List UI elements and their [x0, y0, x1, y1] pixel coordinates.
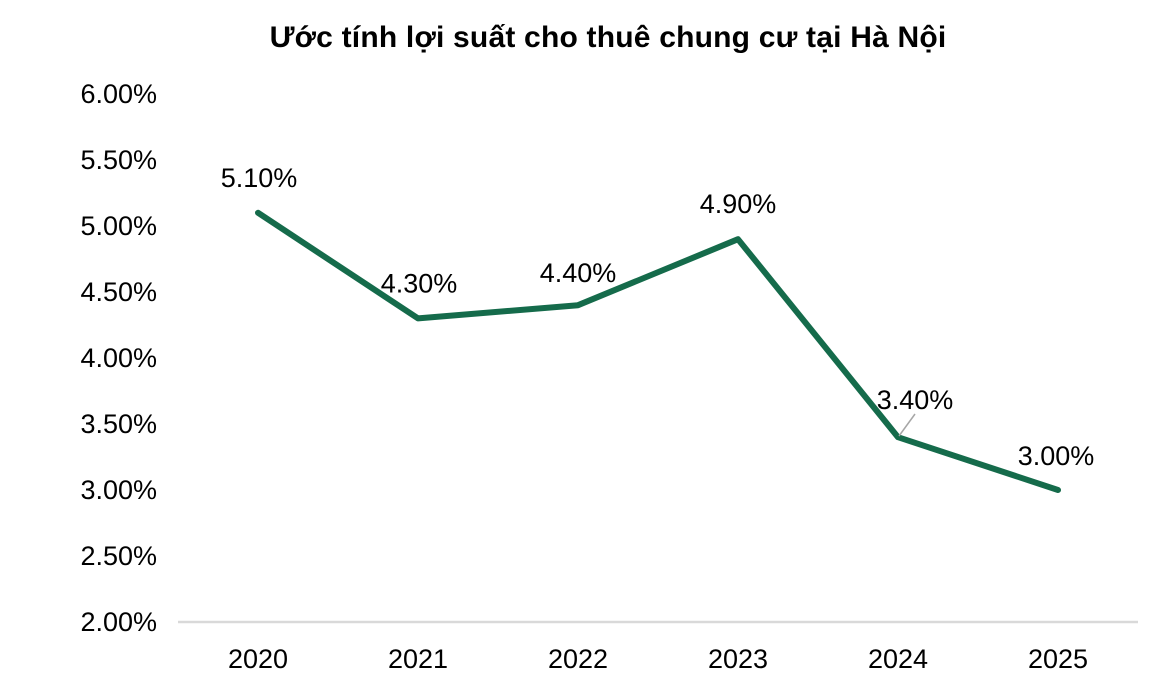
x-axis-tick-label: 2024 — [868, 644, 928, 674]
series-line — [255, 209, 1061, 493]
data-label-leader-line — [898, 413, 916, 437]
y-axis-tick-label: 2.00% — [80, 607, 157, 637]
data-point-label: 3.40% — [877, 385, 954, 415]
y-axis-tick-label: 4.00% — [80, 343, 157, 373]
y-axis-tick-label: 5.50% — [80, 145, 157, 175]
x-axis-tick-label: 2021 — [388, 644, 448, 674]
y-axis-tick-label: 5.00% — [80, 211, 157, 241]
y-axis-tick-label: 6.00% — [80, 79, 157, 109]
data-point-label: 3.00% — [1018, 441, 1095, 471]
y-axis-tick-label: 3.00% — [80, 475, 157, 505]
data-point-label: 4.40% — [540, 258, 617, 288]
x-axis-tick-label: 2023 — [708, 644, 768, 674]
data-labels: 5.10% 4.30% 4.40% 4.90% 3.40% 3.00% — [221, 163, 1095, 471]
data-point-label: 5.10% — [221, 163, 298, 193]
y-axis-tick-label: 3.50% — [80, 409, 157, 439]
x-axis-labels: 2020 2021 2022 2023 2024 2025 — [228, 644, 1088, 674]
data-point-label: 4.30% — [381, 268, 458, 298]
x-axis-tick-label: 2025 — [1028, 644, 1088, 674]
y-axis-tick-label: 2.50% — [80, 541, 157, 571]
x-axis-tick-label: 2022 — [548, 644, 608, 674]
y-axis-labels: 6.00% 5.50% 5.00% 4.50% 4.00% 3.50% 3.00% 2.50%… — [80, 79, 157, 637]
y-axis-tick-label: 4.50% — [80, 277, 157, 307]
data-point-label: 4.90% — [700, 189, 777, 219]
chart-title: Ước tính lợi suất cho thuê chung cư tại … — [269, 21, 947, 54]
x-axis-tick-label: 2020 — [228, 644, 288, 674]
